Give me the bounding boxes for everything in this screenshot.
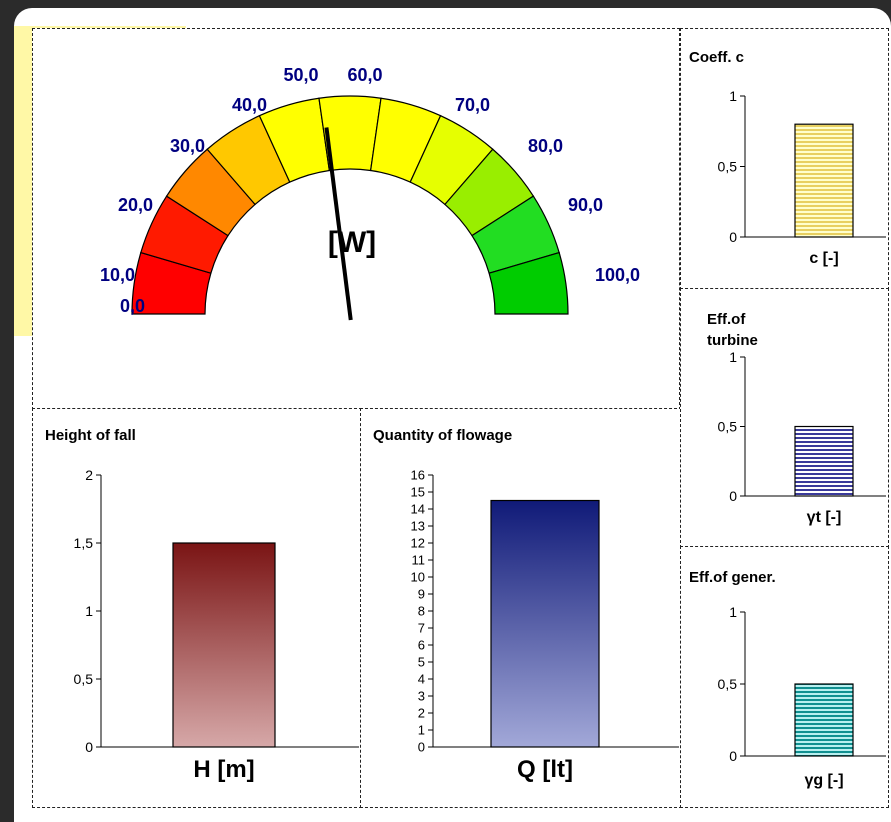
gauge-tick-label: 60,0 bbox=[347, 65, 382, 85]
gauge-needle bbox=[324, 127, 353, 321]
gauge-tick-label: 70,0 bbox=[455, 95, 490, 115]
bar bbox=[794, 123, 854, 238]
power-gauge: 0,0 10,0 20,0 30,0 40,0 50,0 60,0 70,0 80,0 90,0 1… bbox=[100, 65, 640, 321]
y-tick-label: 0 bbox=[729, 748, 737, 764]
chart-title: Eff.of gener. bbox=[689, 569, 776, 586]
turbine-efficiency-panel: Eff.of turbine 0 0,5 1 γt [-] bbox=[680, 288, 889, 548]
y-tick-label: 5 bbox=[418, 655, 425, 670]
y-tick-label: 1 bbox=[418, 723, 425, 738]
gauge-tick-label: 100,0 bbox=[595, 265, 640, 285]
gauge-tick-label: 0,0 bbox=[120, 296, 145, 316]
y-tick-label: 0 bbox=[729, 488, 737, 504]
dashboard-frame: 0,0 10,0 20,0 30,0 40,0 50,0 60,0 70,0 80,0 90,0 1… bbox=[14, 8, 891, 822]
y-tick-label: 11 bbox=[412, 553, 426, 568]
y-tick-label: 0,5 bbox=[74, 671, 94, 687]
y-tick-label: 1 bbox=[729, 349, 737, 365]
turbine-efficiency-chart: 0 0,5 1 γt [-] bbox=[718, 349, 886, 526]
y-tick-label: 0 bbox=[729, 229, 737, 245]
y-tick-label: 6 bbox=[418, 638, 425, 653]
y-tick-label: 9 bbox=[418, 587, 425, 602]
gauge-tick-label: 40,0 bbox=[232, 95, 267, 115]
y-tick-label: 16 bbox=[411, 468, 425, 483]
gauge-tick-label: 90,0 bbox=[568, 195, 603, 215]
y-tick-label: 0 bbox=[85, 739, 93, 755]
gauge-segment bbox=[488, 251, 569, 315]
y-tick-label: 8 bbox=[418, 604, 425, 619]
y-tick-label: 1,5 bbox=[74, 535, 94, 551]
height-of-fall-chart: 0 0,5 1 1,5 2 H [m] bbox=[74, 467, 359, 783]
x-category-label: γt [-] bbox=[807, 509, 842, 526]
y-tick-label: 1 bbox=[85, 603, 93, 619]
chart-title: Quantity of flowage bbox=[373, 427, 513, 444]
gauge-tick-label: 10,0 bbox=[100, 265, 135, 285]
gauge-tick-label: 50,0 bbox=[283, 65, 318, 85]
bar bbox=[794, 425, 854, 497]
height-of-fall-panel: Height of fall 0 0,5 1 1,5 2 H [m] bbox=[32, 408, 362, 808]
y-tick-label: 3 bbox=[418, 689, 425, 704]
generator-efficiency-chart: 0 0,5 1 γg [-] bbox=[718, 604, 886, 789]
y-tick-label: 1 bbox=[729, 604, 737, 620]
gauge-tick-label: 30,0 bbox=[170, 136, 205, 156]
quantity-of-flowage-panel: Quantity of flowage 0 1 2 3 4 5 6 7 8 9 10 11 12 13 14… bbox=[360, 408, 682, 808]
x-category-label: Q [lt] bbox=[517, 756, 573, 783]
chart-title: Coeff. c bbox=[689, 49, 745, 66]
bar bbox=[172, 542, 276, 748]
generator-efficiency-panel: Eff.of gener. 0 0,5 1 γg [-] bbox=[680, 546, 889, 808]
coeff-c-chart: 0 0,5 1 c [-] bbox=[718, 88, 886, 267]
gauge-tick-label: 80,0 bbox=[528, 136, 563, 156]
y-tick-label: 0,5 bbox=[718, 158, 738, 174]
y-tick-label: 2 bbox=[85, 467, 93, 483]
y-tick-label: 0,5 bbox=[718, 418, 738, 434]
gauge-tick-label: 20,0 bbox=[118, 195, 153, 215]
coeff-c-panel: Coeff. c 0 0,5 1 c [-] bbox=[680, 28, 889, 290]
y-tick-label: 2 bbox=[418, 706, 425, 721]
bar bbox=[490, 499, 600, 748]
y-tick-label: 0,5 bbox=[718, 676, 738, 692]
y-tick-label: 7 bbox=[418, 621, 425, 636]
y-tick-label: 15 bbox=[411, 485, 425, 500]
y-tick-label: 0 bbox=[418, 740, 425, 755]
y-tick-label: 1 bbox=[729, 88, 737, 104]
bar bbox=[794, 683, 854, 757]
gauge-panel: 0,0 10,0 20,0 30,0 40,0 50,0 60,0 70,0 80,0 90,0 1… bbox=[32, 28, 680, 410]
y-tick-label: 10 bbox=[411, 570, 425, 585]
y-tick-label: 12 bbox=[411, 536, 425, 551]
chart-title: Height of fall bbox=[45, 427, 136, 444]
gauge-unit-label: [W] bbox=[328, 226, 376, 259]
x-category-label: H [m] bbox=[193, 756, 254, 783]
x-category-label: c [-] bbox=[809, 250, 838, 267]
chart-title: Eff.of turbine bbox=[707, 311, 758, 349]
x-category-label: γg [-] bbox=[804, 772, 843, 789]
y-tick-label: 13 bbox=[411, 519, 425, 534]
y-tick-label: 14 bbox=[411, 502, 425, 517]
y-tick-label: 4 bbox=[418, 672, 425, 687]
